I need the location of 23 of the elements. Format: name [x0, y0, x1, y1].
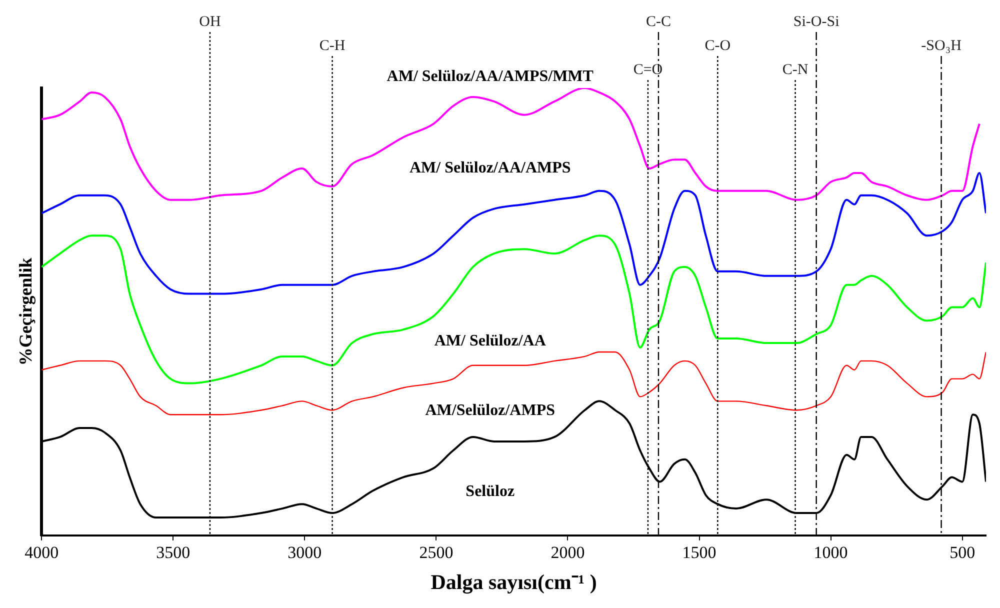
x-tick-label: 500 — [950, 543, 976, 562]
x-tick-label: 3000 — [288, 543, 322, 562]
x-tick-label: 2500 — [419, 543, 454, 562]
text: Selüloz — [466, 483, 515, 500]
series-label: AM/ Selüloz/AA — [434, 332, 546, 350]
ref-line-label: C-H — [319, 38, 346, 54]
x-tick-label: 4000 — [24, 543, 59, 562]
x-tick-label: 1500 — [682, 543, 716, 562]
ref-line-label: C-N — [782, 62, 808, 78]
x-tick-label: 2000 — [550, 543, 585, 562]
ref-line-label: C=O — [633, 62, 663, 78]
series-label: AM/Selüloz/AMPS — [425, 402, 556, 420]
x-tick-label: 1000 — [814, 543, 848, 562]
ref-line-label: -SO₃H — [921, 38, 962, 54]
ref-line-label: Si-O-Si — [793, 14, 840, 30]
ref-line-label: C-C — [646, 14, 671, 30]
y-axis-title: %Geçirgenlik — [15, 258, 36, 366]
series-label: AM/ Selüloz/AA/AMPS — [409, 160, 571, 177]
x-axis-title: Dalga sayısı(cm⁻¹ ) — [430, 570, 597, 594]
ref-line-label: OH — [199, 14, 221, 30]
series-label: AM/ Selüloz/AA/AMPS/MMT — [386, 68, 594, 85]
ref-line-label: C-O — [704, 38, 731, 54]
x-tick-label: 3500 — [156, 543, 190, 562]
